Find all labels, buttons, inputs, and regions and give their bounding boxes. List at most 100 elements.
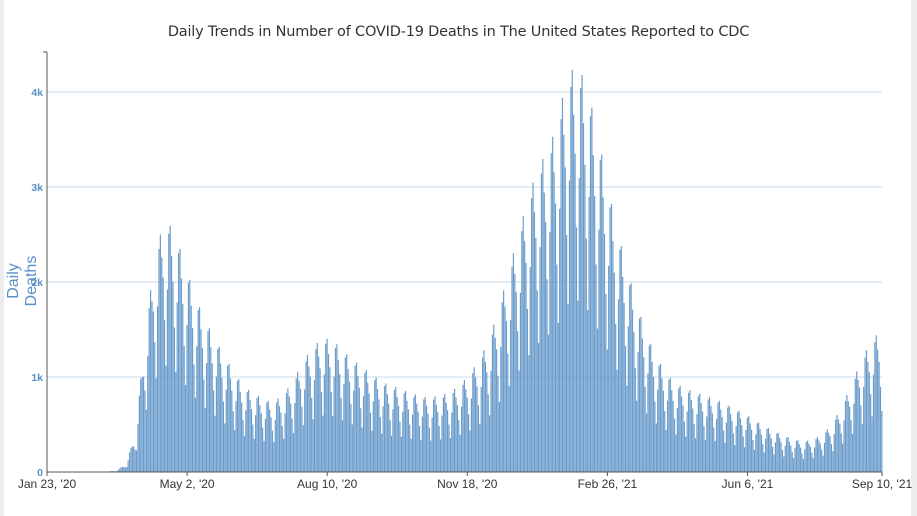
bar: [438, 426, 440, 472]
bar: [728, 405, 730, 472]
bar: [241, 402, 243, 473]
bar: [298, 380, 300, 472]
bar: [449, 438, 451, 472]
bar: [343, 383, 345, 472]
bar: [461, 406, 463, 473]
bar: [455, 397, 457, 473]
bar: [355, 362, 358, 472]
bar: [341, 420, 344, 472]
bar: [826, 429, 828, 473]
bar: [763, 452, 765, 472]
y-tick-label: 2k: [31, 277, 43, 289]
bar: [689, 390, 691, 472]
bar: [351, 424, 353, 472]
bar: [707, 399, 709, 472]
bar: [577, 300, 579, 472]
bar: [302, 425, 304, 473]
bar: [414, 394, 416, 472]
bar: [587, 310, 589, 472]
bar: [704, 439, 706, 472]
bar: [428, 427, 430, 472]
bar: [853, 403, 855, 472]
bar: [631, 309, 634, 472]
bar: [248, 389, 250, 472]
bar: [437, 412, 439, 473]
bar: [713, 427, 715, 472]
bar: [566, 234, 568, 472]
bar: [766, 428, 768, 472]
bar: [683, 421, 685, 472]
bar: [700, 403, 702, 472]
bar: [685, 436, 687, 472]
bar: [322, 415, 324, 472]
bar: [229, 378, 232, 472]
bar: [126, 467, 128, 472]
bar: [393, 389, 395, 472]
bar: [177, 253, 180, 472]
bar: [634, 368, 636, 472]
y-tick-label: 0: [37, 467, 43, 479]
bar: [374, 380, 376, 472]
bar: [622, 276, 624, 472]
bar: [264, 418, 267, 472]
bar: [731, 421, 733, 472]
bar: [514, 273, 516, 472]
bar: [313, 379, 316, 472]
bar: [624, 346, 627, 472]
bar: [204, 407, 206, 472]
y-tick-label: 3k: [31, 182, 43, 194]
bar: [173, 327, 175, 472]
bar: [413, 397, 415, 472]
bar: [596, 328, 599, 472]
bar: [299, 388, 302, 472]
bar: [843, 420, 845, 473]
bar: [119, 468, 121, 473]
bar: [519, 292, 522, 472]
bar: [403, 393, 405, 472]
bar: [623, 303, 625, 472]
bar: [148, 308, 150, 472]
bar: [540, 173, 543, 473]
bar: [814, 447, 816, 472]
bar: [797, 440, 799, 472]
bar: [585, 238, 587, 472]
bar: [825, 432, 827, 472]
bar: [425, 405, 428, 472]
bar: [503, 290, 505, 472]
bar: [802, 458, 805, 472]
bar: [619, 249, 621, 472]
bar: [276, 402, 278, 472]
bar: [489, 415, 491, 472]
bar: [508, 386, 510, 472]
bar: [578, 178, 580, 472]
bar: [650, 344, 652, 472]
bar: [263, 440, 265, 473]
bar: [500, 346, 502, 472]
bar: [392, 409, 394, 472]
bar: [154, 342, 156, 472]
bar: [606, 349, 608, 472]
bar: [711, 413, 713, 472]
bar: [203, 379, 205, 473]
bar: [466, 397, 468, 472]
bar: [786, 437, 788, 472]
bar: [486, 372, 488, 473]
bar: [491, 334, 494, 472]
bar: [798, 444, 800, 472]
bar: [353, 390, 355, 472]
bar: [581, 75, 583, 472]
bar: [397, 405, 400, 472]
bar: [441, 415, 443, 472]
bar: [627, 326, 629, 472]
bar: [601, 154, 603, 473]
bar: [442, 397, 444, 472]
bar: [759, 428, 761, 472]
bar: [867, 361, 869, 472]
bar: [336, 344, 338, 473]
bar: [821, 449, 823, 472]
bar: [629, 285, 631, 472]
bar: [192, 328, 194, 472]
bar: [665, 429, 667, 473]
bar: [518, 370, 520, 472]
bar: [379, 417, 381, 472]
